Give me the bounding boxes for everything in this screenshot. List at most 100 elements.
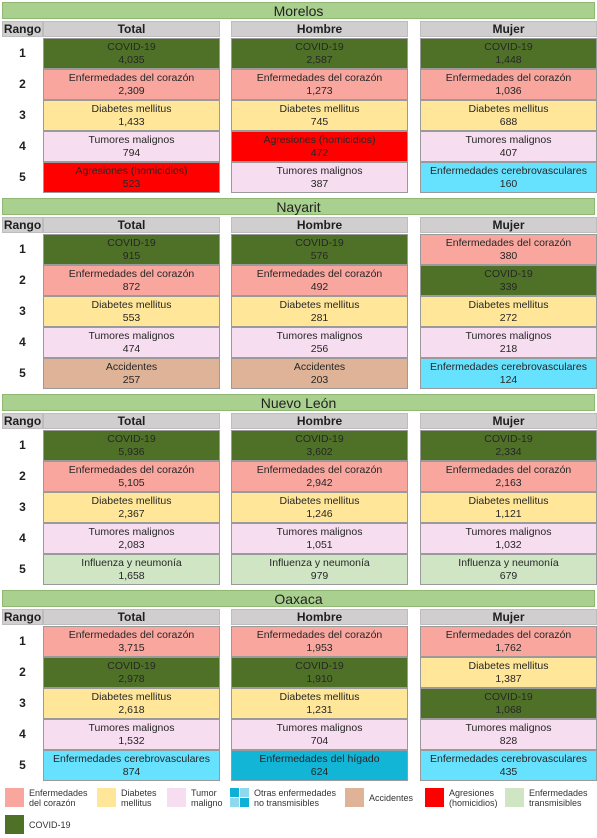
death-count: 874 [122,766,141,778]
cause-name: COVID-19 [484,691,533,703]
legend-label: COVID-19 [29,820,71,830]
cause-cell: Enfermedades cerebrovasculares 435 [420,750,597,781]
death-count: 553 [122,312,141,324]
column-header-mujer: Mujer [420,217,597,233]
cause-name: Influenza y neumonía [81,557,182,569]
cause-name: COVID-19 [295,660,344,672]
legend-label-line: Diabetes [121,788,157,798]
cause-name: Enfermedades del corazón [256,72,383,84]
legend-label-line: maligno [191,798,223,808]
column-header-total: Total [43,413,220,429]
rank-number: 2 [2,461,43,492]
cause-cell: Accidentes 203 [231,358,408,389]
death-count: 339 [499,281,518,293]
cause-cell: COVID-19 339 [420,265,597,296]
state-title: Nayarit [2,198,595,215]
death-count: 745 [310,116,329,128]
cause-cell: COVID-19 576 [231,234,408,265]
death-count: 1,246 [306,508,333,520]
cause-cell: Diabetes mellitus 553 [43,296,220,327]
rank-number: 3 [2,688,43,719]
rango-header: Rango [2,609,43,625]
state-title: Morelos [2,2,595,19]
death-count: 257 [122,374,141,386]
cause-name: Tumores malignos [88,134,175,146]
cause-cell: Tumores malignos 407 [420,131,597,162]
cause-name: Diabetes mellitus [279,691,360,703]
death-count: 1,032 [495,539,522,551]
rank-number: 3 [2,296,43,327]
column-header-hombre: Hombre [231,413,408,429]
cause-name: Enfermedades del corazón [68,72,195,84]
legend-label-line: Otras enfermedades [254,788,337,798]
death-count: 5,936 [118,446,145,458]
cause-cell: Influenza y neumonía 679 [420,554,597,585]
legend-label-line: no transmisibles [254,798,320,808]
column-header-mujer: Mujer [420,609,597,625]
cause-cell: Enfermedades del corazón 1,273 [231,69,408,100]
column-header-hombre: Hombre [231,21,408,37]
death-count: 1,051 [306,539,333,551]
cause-name: Enfermedades del corazón [445,72,572,84]
cause-name: Accidentes [293,361,346,373]
state-title: Oaxaca [2,590,595,607]
cause-name: Tumores malignos [276,526,363,538]
cause-cell: Enfermedades cerebrovasculares 160 [420,162,597,193]
cause-cell: Diabetes mellitus 1,246 [231,492,408,523]
cause-name: COVID-19 [107,237,156,249]
cause-cell: Enfermedades cerebrovasculares 874 [43,750,220,781]
cause-cell: Tumores malignos 474 [43,327,220,358]
rank-number: 4 [2,131,43,162]
legend-label-line: del corazón [29,798,76,808]
cause-cell: Diabetes mellitus 2,367 [43,492,220,523]
cause-name: Enfermedades cerebrovasculares [430,753,587,765]
legend-swatch [5,815,24,834]
death-count: 1,387 [495,673,522,685]
death-count: 203 [310,374,329,386]
death-count: 435 [499,766,518,778]
death-count: 1,036 [495,85,522,97]
legend-label: Tumor maligno [191,788,223,808]
cause-name: Tumores malignos [276,722,363,734]
legend-label-line: Enfermedades [529,788,588,798]
legend-swatch [425,788,444,807]
cause-name: Diabetes mellitus [468,495,549,507]
cause-name: Diabetes mellitus [91,495,172,507]
rango-header: Rango [2,413,43,429]
legend-label-line: mellitus [121,798,152,808]
legend-label: Accidentes [369,793,413,803]
legend-label-line: Enfermedades [29,788,88,798]
rank-number: 1 [2,430,43,461]
legend-label-line: transmisibles [529,798,582,808]
death-count: 624 [310,766,329,778]
cause-cell: Tumores malignos 1,032 [420,523,597,554]
cause-cell: Enfermedades del corazón 3,715 [43,626,220,657]
cause-name: Diabetes mellitus [468,299,549,311]
cause-cell: Enfermedades del corazón 492 [231,265,408,296]
column-header-mujer: Mujer [420,21,597,37]
cause-name: COVID-19 [107,660,156,672]
rank-number: 5 [2,750,43,781]
rank-number: 4 [2,719,43,750]
cause-name: Diabetes mellitus [468,103,549,115]
cause-name: Diabetes mellitus [91,299,172,311]
cause-name: Enfermedades cerebrovasculares [430,165,587,177]
legend-swatch [345,788,364,807]
death-count: 3,602 [306,446,333,458]
legend-label: Enfermedades transmisibles [529,788,588,808]
cause-cell: Tumores malignos 1,051 [231,523,408,554]
cause-name: Tumores malignos [276,330,363,342]
cause-name: Tumores malignos [276,165,363,177]
cause-cell: Agresiones (homicidios) 523 [43,162,220,193]
cause-name: Enfermedades cerebrovasculares [53,753,210,765]
legend-label-line: Agresiones [449,788,495,798]
cause-name: Enfermedades del corazón [445,464,572,476]
rank-number: 1 [2,38,43,69]
death-count: 492 [310,281,329,293]
death-count: 1,762 [495,642,522,654]
death-count: 2,309 [118,85,145,97]
cause-cell: Enfermedades del corazón 1,036 [420,69,597,100]
cause-cell: Diabetes mellitus 688 [420,100,597,131]
death-count: 380 [499,250,518,262]
